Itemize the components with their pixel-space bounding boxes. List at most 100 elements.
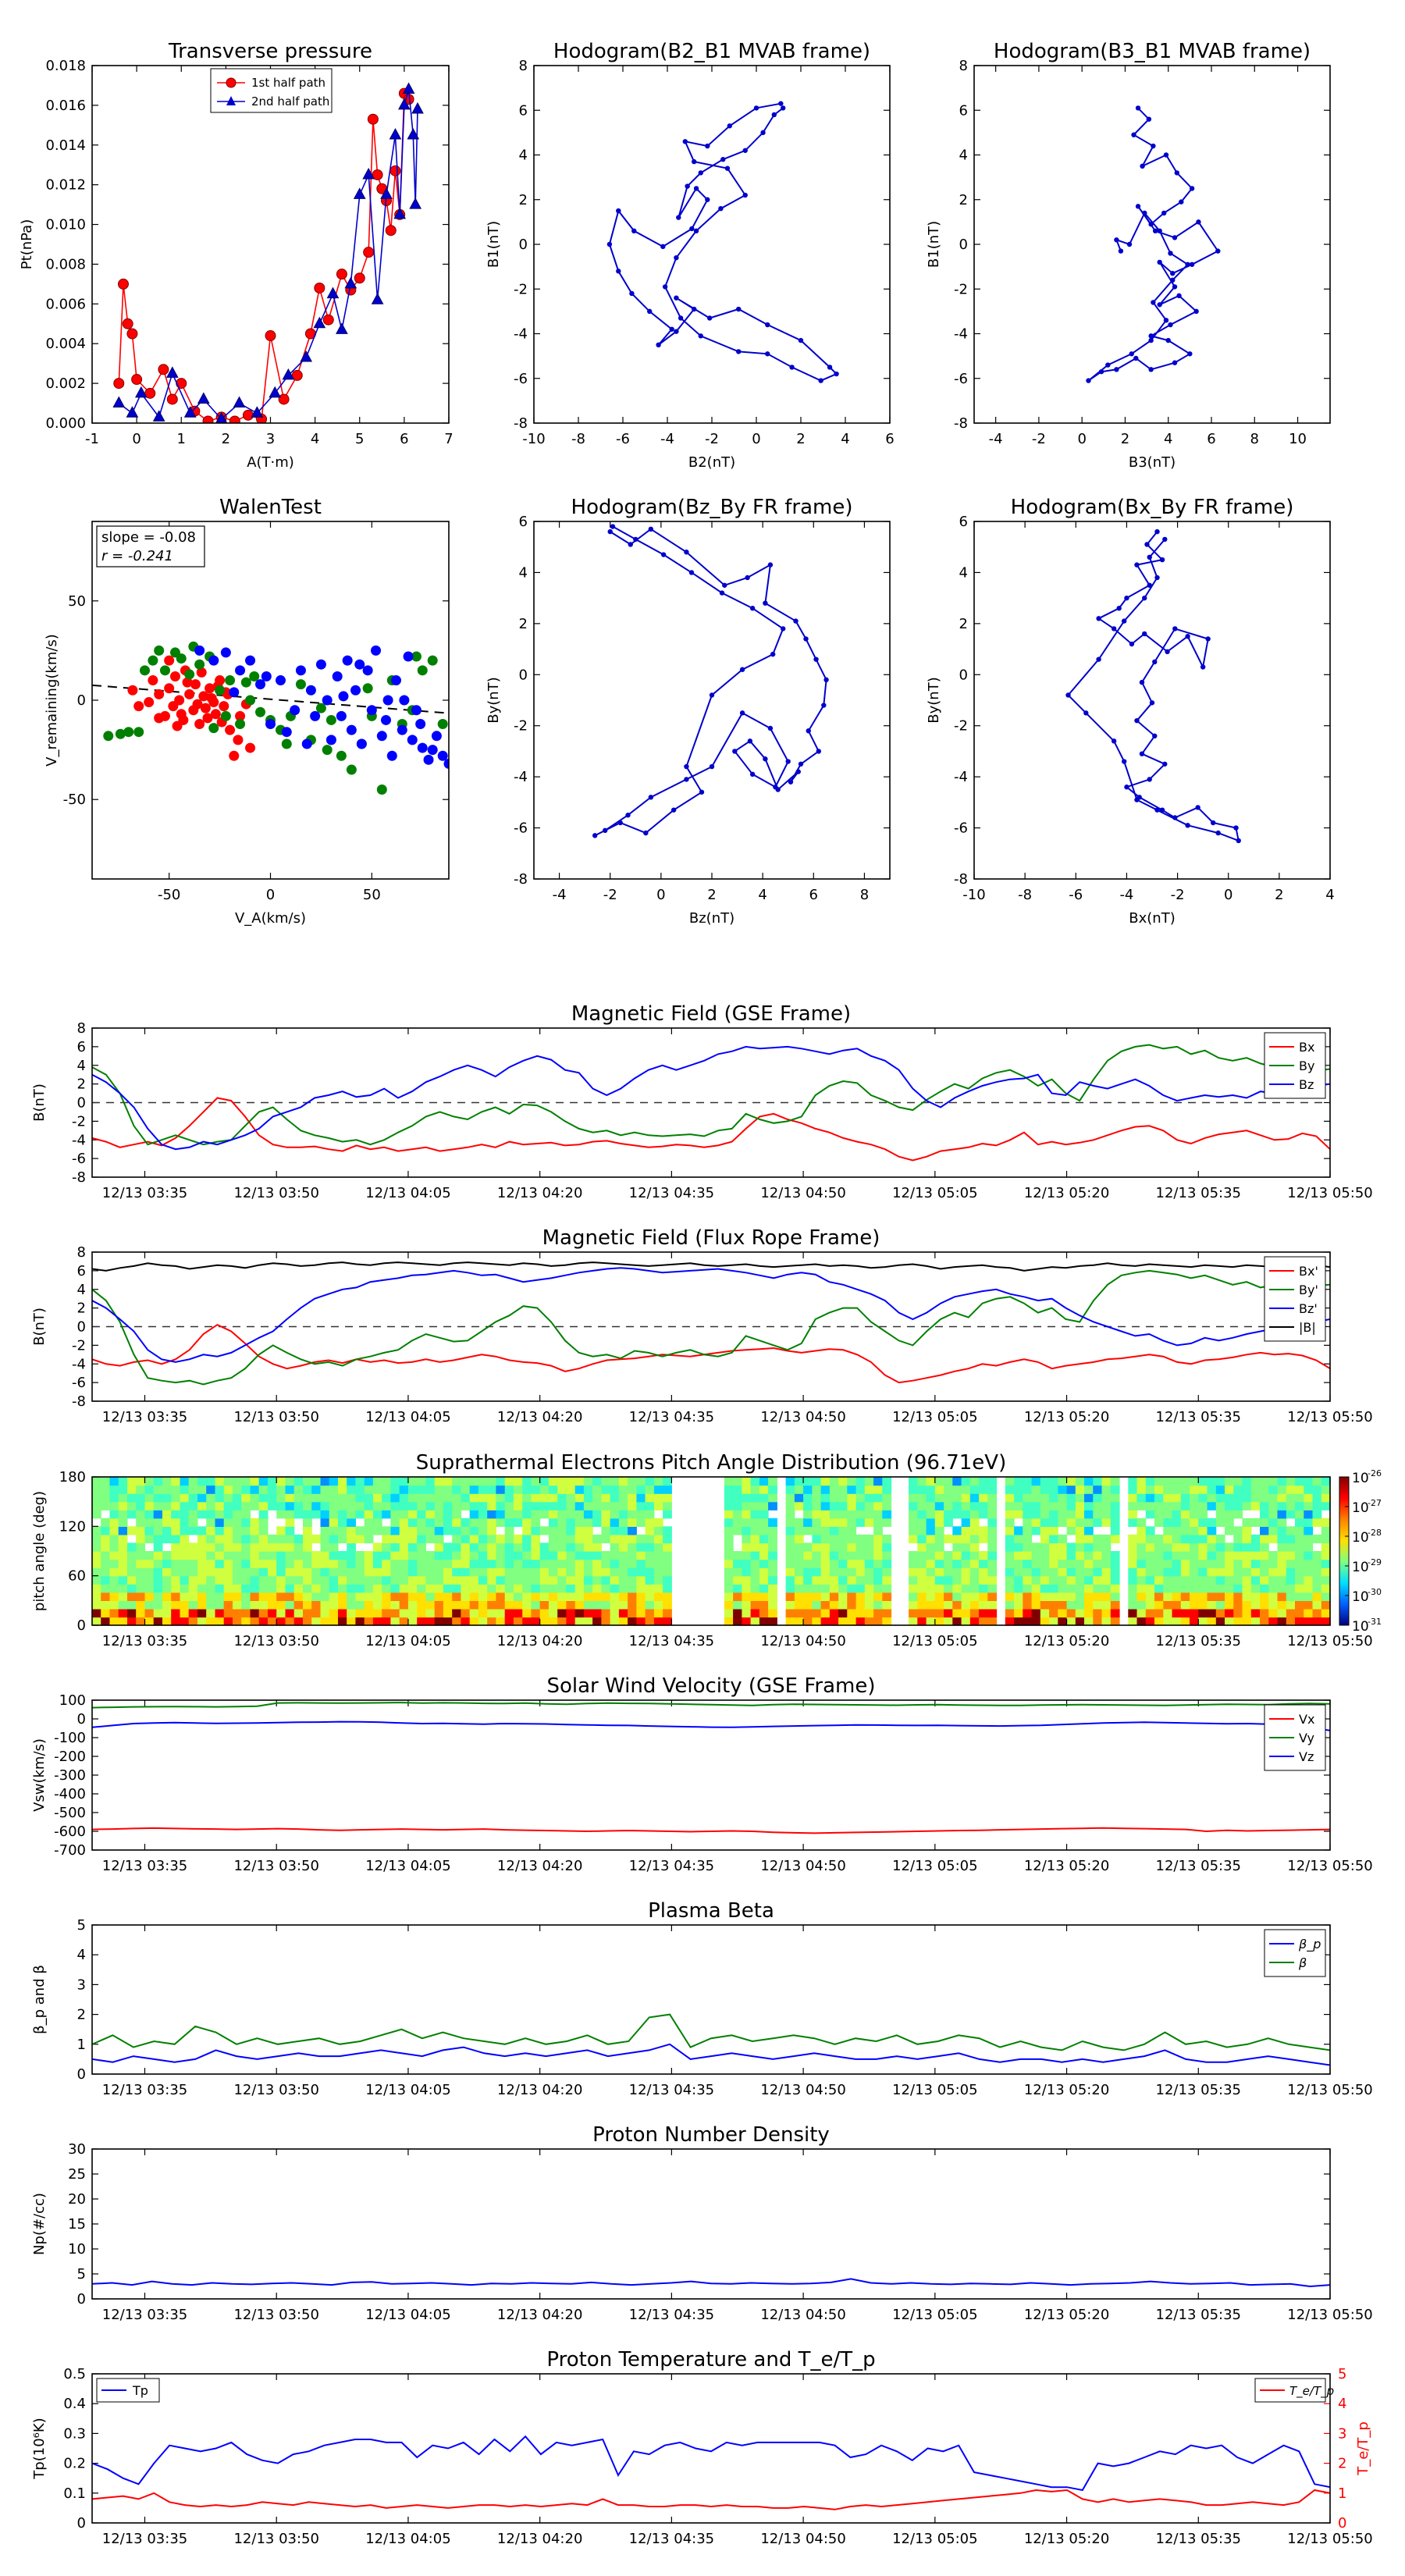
time-tick-label: 12/13 04:05 [365, 2082, 450, 2098]
time-tick-label: 12/13 03:35 [102, 1409, 187, 1425]
heatmap-cell [1190, 1567, 1199, 1577]
heatmap-cell [759, 1551, 769, 1560]
heatmap-cell [162, 1559, 172, 1568]
heatmap-cell [847, 1600, 857, 1610]
y-tick-label: -500 [54, 1805, 86, 1821]
heatmap-cell [417, 1534, 426, 1544]
heatmap-cell [1040, 1542, 1050, 1552]
heatmap-cell [610, 1592, 620, 1601]
heatmap-cell [293, 1485, 304, 1494]
heatmap-cell [917, 1493, 927, 1503]
heatmap-cell [548, 1477, 558, 1486]
scatter-point [376, 731, 387, 742]
heatmap-cell [1066, 1617, 1076, 1626]
heatmap-cell [566, 1542, 576, 1552]
heatmap-cell [944, 1575, 953, 1585]
heatmap-cell [303, 1608, 312, 1618]
heatmap-cell [1066, 1501, 1076, 1510]
heatmap-cell [443, 1617, 453, 1626]
heatmap-cell [838, 1617, 848, 1626]
heatmap-cell [1023, 1517, 1033, 1527]
x-tick-label: 6 [1207, 431, 1215, 447]
heatmap-cell [539, 1567, 550, 1577]
x-tick-label: 4 [758, 887, 767, 903]
heatmap-cell [197, 1501, 207, 1510]
heatmap-cell [979, 1617, 988, 1626]
heatmap-cell [1225, 1584, 1234, 1593]
heatmap-cell [583, 1510, 593, 1519]
data-marker-dot [1121, 618, 1127, 624]
heatmap-cell [574, 1517, 585, 1527]
heatmap-cell [303, 1551, 312, 1560]
heatmap-cell [592, 1517, 602, 1527]
x-tick-label: 0 [1077, 431, 1086, 447]
heatmap-cell [645, 1600, 655, 1610]
x-tick-label: 0 [752, 431, 760, 447]
scatter-point [245, 655, 256, 666]
heatmap-cell [1277, 1534, 1287, 1544]
heatmap-cell [197, 1617, 207, 1626]
heatmap-cell [531, 1567, 541, 1577]
heatmap-cell [1198, 1485, 1208, 1494]
heatmap-cell [1190, 1592, 1199, 1601]
heatmap-cell [1040, 1592, 1050, 1601]
heatmap-cell [293, 1608, 304, 1618]
heatmap-cell [785, 1592, 795, 1601]
heatmap-cell [1295, 1551, 1304, 1560]
heatmap-cell [785, 1608, 795, 1618]
heatmap-cell [759, 1493, 769, 1503]
heatmap-cell [1136, 1567, 1147, 1577]
heatmap-cell [180, 1501, 190, 1510]
heatmap-cell [1242, 1542, 1252, 1552]
heatmap-cell [1312, 1559, 1322, 1568]
heatmap-cell [329, 1567, 339, 1577]
data-marker-dot [1154, 528, 1160, 535]
data-marker-triangle [183, 406, 197, 418]
data-marker-dot [1105, 362, 1111, 368]
heatmap-cell [1250, 1517, 1261, 1527]
heatmap-cell [812, 1551, 822, 1560]
heatmap-cell [724, 1567, 734, 1577]
scatter-point [169, 671, 180, 681]
heatmap-cell [636, 1477, 646, 1486]
heatmap-cell [1110, 1600, 1120, 1610]
heatmap-cell [645, 1617, 655, 1626]
heatmap-cell [1058, 1477, 1068, 1486]
heatmap-cell [1225, 1477, 1234, 1486]
heatmap-cell [276, 1534, 286, 1544]
heatmap-cell [258, 1526, 269, 1535]
heatmap-cell [276, 1592, 286, 1601]
heatmap-cell [855, 1608, 866, 1618]
heatmap-cell [390, 1477, 400, 1486]
heatmap-cell [347, 1534, 356, 1544]
panel-pt: Transverse pressure-1 0 1 2 3 4 5 6 70.0000.0020… [19, 40, 454, 471]
scatter-point [245, 695, 256, 706]
heatmap-cell [820, 1608, 831, 1618]
heatmap-cell [742, 1510, 752, 1519]
heatmap-cell [188, 1592, 198, 1601]
heatmap-cell [206, 1493, 215, 1503]
heatmap-cell [461, 1584, 471, 1593]
y-axis-label: By(nT) [486, 677, 502, 723]
scatter-point [148, 675, 158, 686]
time-tick-label: 12/13 04:20 [497, 1185, 582, 1201]
heatmap-cell [909, 1517, 918, 1527]
heatmap-cell [127, 1608, 137, 1618]
heatmap-cell [864, 1477, 874, 1486]
heatmap-cell [592, 1542, 602, 1552]
heatmap-cell [829, 1485, 839, 1494]
heatmap-cell [733, 1510, 742, 1519]
x-tick-label: 4 [841, 431, 849, 447]
heatmap-cell [452, 1584, 461, 1593]
heatmap-cell [934, 1510, 944, 1519]
heatmap-cell [372, 1477, 382, 1486]
heatmap-cell [1014, 1608, 1023, 1618]
heatmap-cell [750, 1575, 760, 1585]
heatmap-cell [144, 1510, 155, 1519]
heatmap-cell [1023, 1608, 1033, 1618]
heatmap-cell [1110, 1608, 1120, 1618]
heatmap-cell [1040, 1584, 1050, 1593]
heatmap-cell [1260, 1517, 1269, 1527]
heatmap-cell [293, 1551, 304, 1560]
y-tick-label: -2 [72, 1337, 86, 1354]
